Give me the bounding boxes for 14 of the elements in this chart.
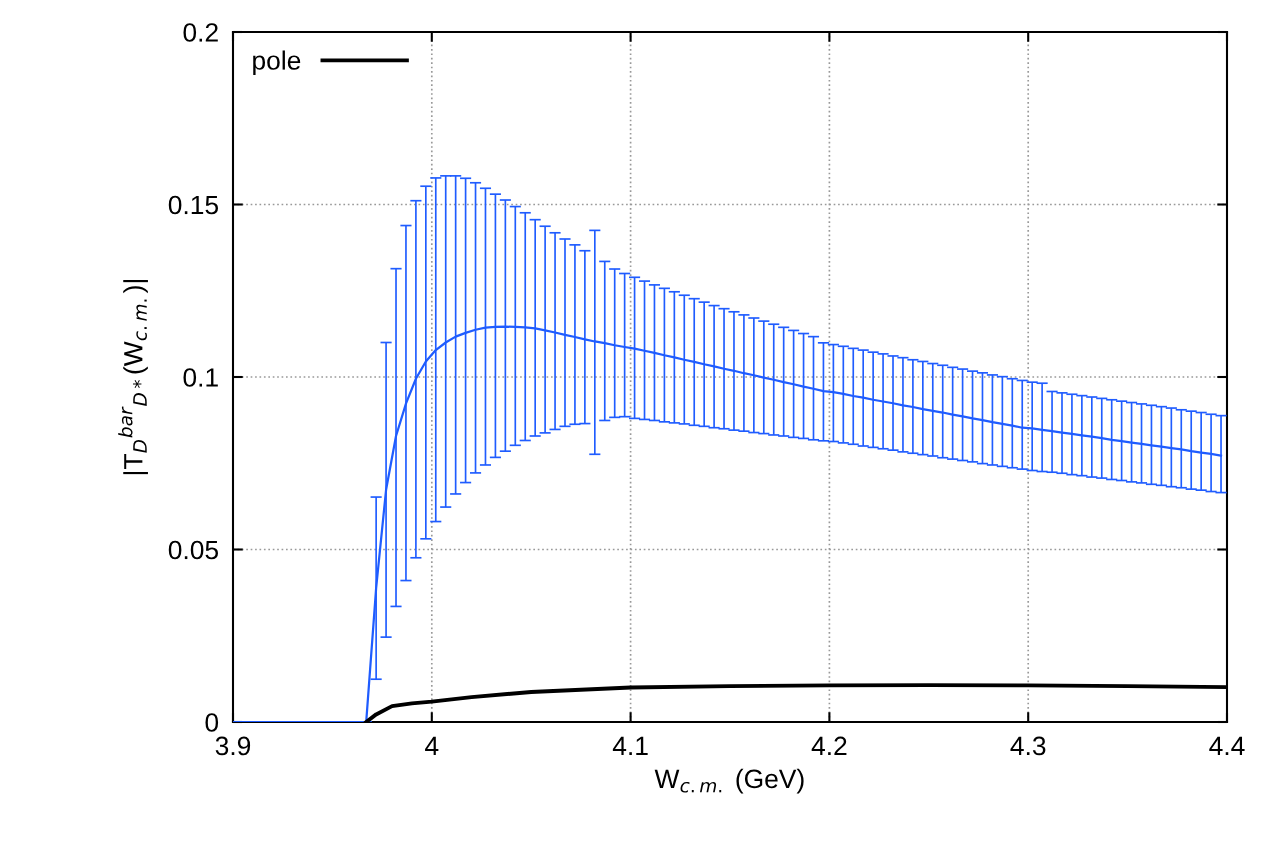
y-axis-title: |T$_{D}$$^{bar}$$_{D*}$(W$_{c.m.}$)| xyxy=(118,280,148,475)
y-tick-label: 0.15 xyxy=(168,195,219,215)
x-tick-label: 4.2 xyxy=(811,736,847,756)
x-tick-label: 4.1 xyxy=(612,736,648,756)
x-tick-label: 3.9 xyxy=(215,736,251,756)
x-tick-label: 4 xyxy=(425,736,439,756)
x-axis-title: W$_{c.m.}$ (GeV) xyxy=(654,768,804,794)
y-tick-label: 0.05 xyxy=(168,540,219,560)
y-tick-label: 0.2 xyxy=(183,23,218,42)
y-tick-label: 0 xyxy=(205,713,219,732)
x-tick-label: 4.4 xyxy=(1209,736,1245,756)
x-tick-label: 4.3 xyxy=(1010,736,1046,756)
y-tick-label: 0.1 xyxy=(183,368,218,387)
legend-label: pole xyxy=(253,50,301,76)
